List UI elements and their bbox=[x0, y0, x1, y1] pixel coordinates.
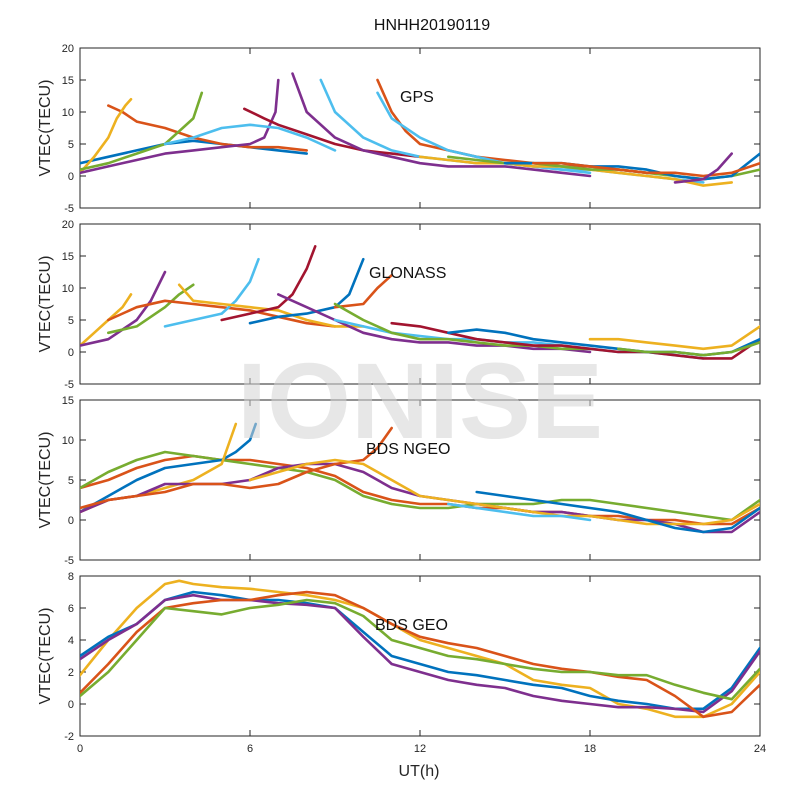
panel-2-series-line-16 bbox=[616, 341, 760, 357]
panel-2-series-line-13 bbox=[390, 321, 760, 360]
panel-4-series-line-3 bbox=[80, 593, 760, 714]
panel-3-series-line-6 bbox=[80, 426, 394, 510]
panel-1-series-line-7 bbox=[243, 107, 422, 159]
panel-2-series-line-9 bbox=[276, 293, 592, 354]
panel-2-series-group bbox=[80, 245, 760, 360]
x-axis-label: UT(h) bbox=[399, 763, 440, 780]
panel-4-ytick-label-4: 6 bbox=[68, 603, 74, 615]
panel-2-ytick-label-5: 20 bbox=[62, 219, 74, 231]
watermark: IONISE bbox=[237, 340, 603, 461]
panel-2-y-axis-label: VTEC(TECU) bbox=[37, 256, 54, 353]
panel-2-series-line-12 bbox=[333, 302, 592, 351]
panel-2-series-line-7 bbox=[220, 245, 317, 322]
panel-4-xtick-label-2: 12 bbox=[414, 743, 426, 755]
panel-4-ytick-label-3: 4 bbox=[68, 635, 74, 647]
panel-1-series-line-3 bbox=[80, 97, 133, 175]
panel-4-ytick-label-1: 0 bbox=[68, 699, 74, 711]
panel-3-annotation: BDS NGEO bbox=[366, 441, 450, 458]
panel-1-series-line-1 bbox=[80, 139, 309, 165]
panel-3-series-line-9 bbox=[446, 502, 592, 522]
panel-1-series-line-16 bbox=[673, 152, 734, 184]
panel-1: -5 0 5 10 15 20 VTEC(TECU) GPS bbox=[37, 43, 761, 215]
panel-2-ytick-label-0: -5 bbox=[64, 379, 74, 391]
panel-2-series-line-15 bbox=[588, 325, 760, 351]
panel-4-xtick-label-4: 24 bbox=[754, 743, 766, 755]
panel-1-ytick-label-4: 15 bbox=[62, 75, 74, 87]
panel-4-ytick-label-5: 8 bbox=[68, 571, 74, 583]
panel-1-annotation: GPS bbox=[400, 89, 434, 106]
panel-2-ytick-label-3: 10 bbox=[62, 283, 74, 295]
panel-3-series-line-7 bbox=[248, 458, 760, 526]
panel-2-series-line-6 bbox=[177, 283, 365, 328]
panel-3-y-axis-label: VTEC(TECU) bbox=[37, 432, 54, 529]
panel-2-series-line-8 bbox=[248, 257, 365, 325]
panel-1-ytick-label-3: 10 bbox=[62, 107, 74, 119]
panel-1-series-line-8 bbox=[291, 72, 592, 178]
panel-2-ytick-label-4: 15 bbox=[62, 251, 74, 263]
panel-4-xtick-label-1: 6 bbox=[247, 743, 253, 755]
panel-2-series-line-2 bbox=[80, 270, 167, 347]
panel-4-y-axis-label: VTEC(TECU) bbox=[37, 608, 54, 705]
figure-title: HNHH20190119 bbox=[374, 17, 490, 34]
panel-4-ytick-label-2: 2 bbox=[68, 667, 74, 679]
panel-2: -5 0 5 10 15 20 VTEC(TECU) GLONASS bbox=[37, 219, 761, 391]
panel-1-series-line-4 bbox=[80, 78, 280, 175]
panel-2-ytick-label-2: 5 bbox=[68, 315, 74, 327]
panel-4-xtick-label-3: 18 bbox=[584, 743, 596, 755]
panel-3-series-line-2 bbox=[80, 450, 760, 522]
panel-1-series-line-6 bbox=[163, 123, 337, 152]
panel-4-annotation: BDS GEO bbox=[375, 617, 448, 634]
panel-1-ytick-label-0: -5 bbox=[64, 203, 74, 215]
panel-4-series-line-5 bbox=[80, 598, 760, 701]
panel-3-series-group bbox=[80, 422, 760, 534]
panel-2-series-line-10 bbox=[333, 273, 394, 309]
panel-2-series-line-5 bbox=[163, 257, 260, 328]
panel-1-series-line-15 bbox=[531, 161, 760, 178]
panel-3-ytick-label-0: -5 bbox=[64, 555, 74, 567]
panel-2-annotation: GLONASS bbox=[369, 265, 446, 282]
panel-1-ytick-label-2: 5 bbox=[68, 139, 74, 151]
panel-1-ytick-label-1: 0 bbox=[68, 171, 74, 183]
panel-4-series-line-4 bbox=[80, 590, 760, 719]
panel-2-series-line-4 bbox=[107, 299, 337, 328]
panel-1-y-axis-label: VTEC(TECU) bbox=[37, 80, 54, 177]
panel-3: -5 0 5 10 15 VTEC(TECU) BDS NGEO bbox=[37, 395, 761, 567]
panel-4-series-line-2 bbox=[80, 590, 760, 711]
panel-3-ytick-label-2: 5 bbox=[68, 475, 74, 487]
panel-4-ytick-label-0: -2 bbox=[64, 731, 74, 743]
panel-3-ytick-label-1: 0 bbox=[68, 515, 74, 527]
panel-1-series-group bbox=[80, 72, 760, 187]
panel-4-xtick-label-0: 0 bbox=[77, 743, 83, 755]
panel-3-ytick-label-4: 15 bbox=[62, 395, 74, 407]
panel-4-series-group bbox=[80, 579, 760, 719]
panel-3-series-line-3 bbox=[80, 422, 257, 514]
panel-1-axes-box bbox=[79, 47, 761, 209]
panel-1-ytick-label-5: 20 bbox=[62, 43, 74, 55]
panel-3-series-line-8 bbox=[475, 490, 760, 534]
panel-3-ytick-label-3: 10 bbox=[62, 435, 74, 447]
panel-2-ytick-label-1: 0 bbox=[68, 347, 74, 359]
